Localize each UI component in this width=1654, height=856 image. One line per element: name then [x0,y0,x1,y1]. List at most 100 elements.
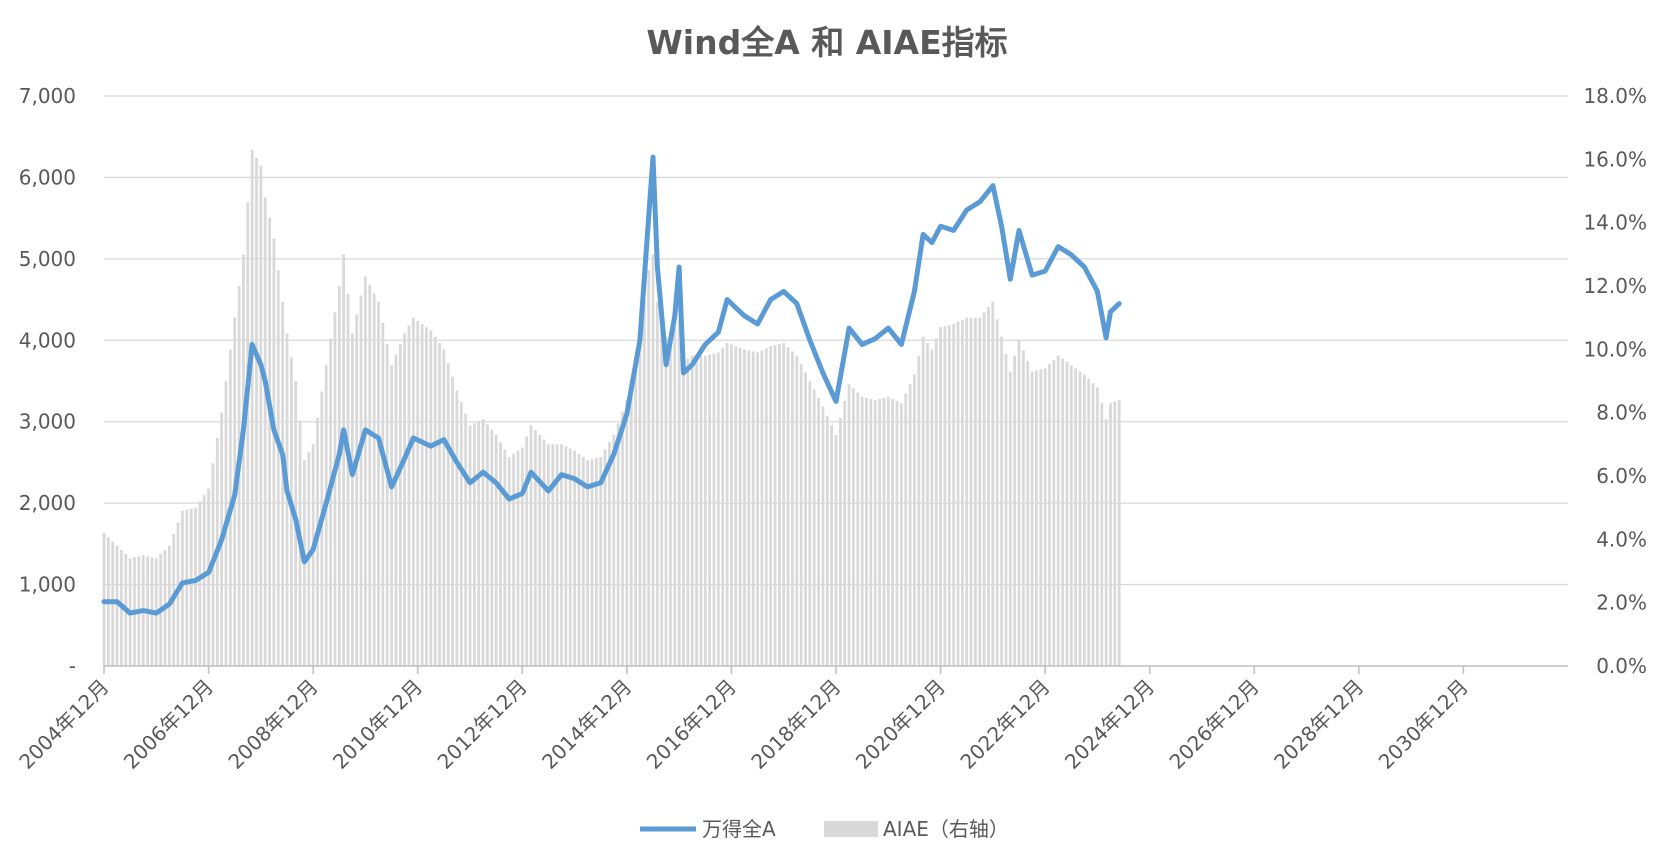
aiae-bar [115,545,119,666]
aiae-bar [865,397,868,666]
aiae-bar [377,301,380,666]
aiae-bar [259,165,263,666]
aiae-bar [594,458,598,666]
aiae-bar [686,358,690,666]
aiae-bar [947,325,951,666]
y-right-tick-label: 8.0% [1596,401,1647,425]
aiae-bar [699,355,703,666]
aiae-bar [555,444,559,666]
aiae-bar [390,365,393,666]
aiae-bar [821,406,825,666]
aiae-bar [320,391,324,666]
x-tick-label: 2020年12月 [851,675,950,774]
legend-line-label: 万得全A [702,817,776,841]
aiae-bar [1026,360,1030,666]
aiae-bar [904,393,908,666]
legend: 万得全A AIAE（右轴） [640,817,1009,841]
aiae-bar [751,351,755,666]
aiae-bar [364,276,367,666]
aiae-bar [533,430,537,666]
aiae-bar [612,434,616,666]
aiae-bar [756,352,759,666]
aiae-bar [202,495,206,666]
aiae-bar [1052,359,1056,666]
aiae-bar [891,398,895,666]
y-right-tick-label: 0.0% [1596,654,1647,678]
aiae-bar [943,326,947,666]
aiae-bar [477,421,481,666]
aiae-bar [930,349,934,666]
aiae-bar [991,301,995,666]
aiae-bar [1109,403,1112,666]
aiae-bar [708,354,712,666]
aiae-bar [372,293,376,666]
aiae-bar [1078,371,1082,666]
y-left-tick-label: 7,000 [19,84,76,108]
aiae-bar [459,402,463,666]
aiae-bar [181,510,184,666]
aiae-bar [703,355,707,666]
aiae-bar [878,398,881,666]
x-tick-label: 2008年12月 [223,675,322,774]
aiae-bar [359,295,363,666]
aiae-bar [1039,369,1043,666]
aiae-bar [1035,370,1038,666]
aiae-bar [926,343,929,666]
aiae-bar [830,425,834,666]
aiae-bar [886,396,890,666]
legend-item-bar[interactable]: AIAE（右轴） [824,817,1009,841]
aiae-bar [690,355,694,666]
y-left-tick-label: - [69,654,76,678]
aiae-bar [760,350,764,666]
aiae-bar [812,389,816,666]
y-left-tick-label: 5,000 [19,247,76,271]
aiae-bar [603,449,607,666]
aiae-bar [799,364,803,666]
x-tick-label: 2006年12月 [119,675,218,774]
aiae-bar [1056,355,1060,666]
aiae-bar [1096,387,1099,666]
aiae-bar [952,324,956,666]
aiae-bar [599,457,603,666]
aiae-bar [1000,336,1003,666]
aiae-bar [934,338,938,666]
aiae-bar [499,442,502,666]
aiae-bar [769,346,773,666]
aiae-bar [608,442,611,666]
aiae-bar [398,344,402,666]
y-left-tick-label: 1,000 [19,573,76,597]
legend-item-line[interactable]: 万得全A [640,817,776,841]
x-tick-label: 2016年12月 [642,675,741,774]
x-tick-label: 2014年12月 [537,675,636,774]
aiae-bar [446,363,450,666]
aiae-bar [525,436,529,666]
aiae-bar [882,397,886,666]
aiae-bar [468,425,472,666]
aiae-bar [333,312,337,666]
aiae-bar [1061,358,1064,666]
aiae-bar [895,401,899,666]
aiae-bar [350,333,354,666]
aiae-bar [281,301,285,666]
aiae-bar [786,347,790,666]
aiae-bar [960,319,964,666]
aiae-bar [734,346,738,666]
y-right-tick-label: 2.0% [1596,591,1647,615]
y-left-tick-label: 6,000 [19,165,76,189]
aiae-bar [838,417,842,666]
aiae-bar [795,355,799,666]
aiae-bar [503,449,507,666]
aiae-bar [346,293,350,666]
aiae-bar [669,331,672,666]
aiae-bar [442,349,446,666]
aiae-bar [538,434,542,666]
aiae-bar [847,384,851,666]
aiae-bar [586,460,590,666]
x-tick-label: 2030年12月 [1374,675,1473,774]
bar-layer [102,149,1121,667]
aiae-bar [425,327,428,666]
aiae-bar [568,448,572,666]
aiae-bar [246,202,250,667]
